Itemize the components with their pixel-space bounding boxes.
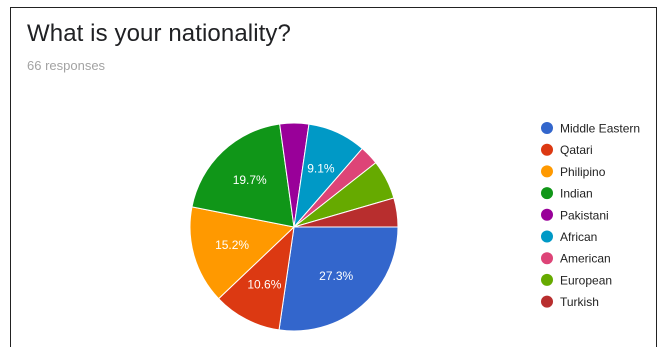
data-label-middle-eastern: 27.3%	[319, 269, 353, 283]
pie-slice-philipino[interactable]	[189, 206, 296, 300]
data-label-qatari: 10.6%	[247, 277, 281, 291]
pie-slice-turkish[interactable]	[293, 197, 399, 228]
data-label-indian: 19.7%	[233, 173, 267, 187]
legend-label-pakistani[interactable]: Pakistani	[560, 208, 609, 222]
legend-label-american[interactable]: American	[560, 252, 611, 266]
pie-data-labels: 27.3% 10.6% 15.2% 19.7% 9.1%	[215, 161, 353, 291]
response-count: 66 responses	[27, 58, 106, 73]
pie-slice-indian[interactable]	[191, 123, 295, 228]
legend-label-indian[interactable]: Indian	[560, 187, 593, 201]
legend-label-middle-eastern[interactable]: Middle Eastern	[560, 122, 640, 136]
legend-swatch-middle-eastern	[541, 122, 553, 134]
pie-legend: Middle Eastern Qatari Philipino Indian Pakis…	[541, 122, 640, 309]
legend-label-european[interactable]: European	[560, 273, 612, 287]
pie-slices	[189, 122, 399, 332]
legend-swatch-indian	[541, 187, 553, 200]
legend-swatch-pakistani	[541, 208, 553, 221]
data-label-philipino: 15.2%	[215, 238, 249, 252]
legend-label-qatari[interactable]: Qatari	[560, 143, 593, 157]
legend-swatch-qatari	[541, 143, 553, 156]
legend-swatch-american	[541, 252, 553, 265]
legend-swatch-turkish	[541, 295, 553, 308]
pie-slice-qatari[interactable]	[217, 225, 295, 331]
chart-title: What is your nationality?	[27, 20, 291, 47]
data-label-african: 9.1%	[307, 161, 335, 175]
pie-slice-middle-eastern[interactable]	[278, 226, 399, 332]
legend-swatch-european	[541, 273, 553, 286]
legend-label-african[interactable]: African	[560, 230, 597, 244]
legend-swatch-philipino	[541, 165, 553, 178]
legend-label-turkish[interactable]: Turkish	[560, 295, 599, 309]
legend-swatch-african	[541, 230, 553, 243]
legend-label-philipino[interactable]: Philipino	[560, 165, 606, 179]
